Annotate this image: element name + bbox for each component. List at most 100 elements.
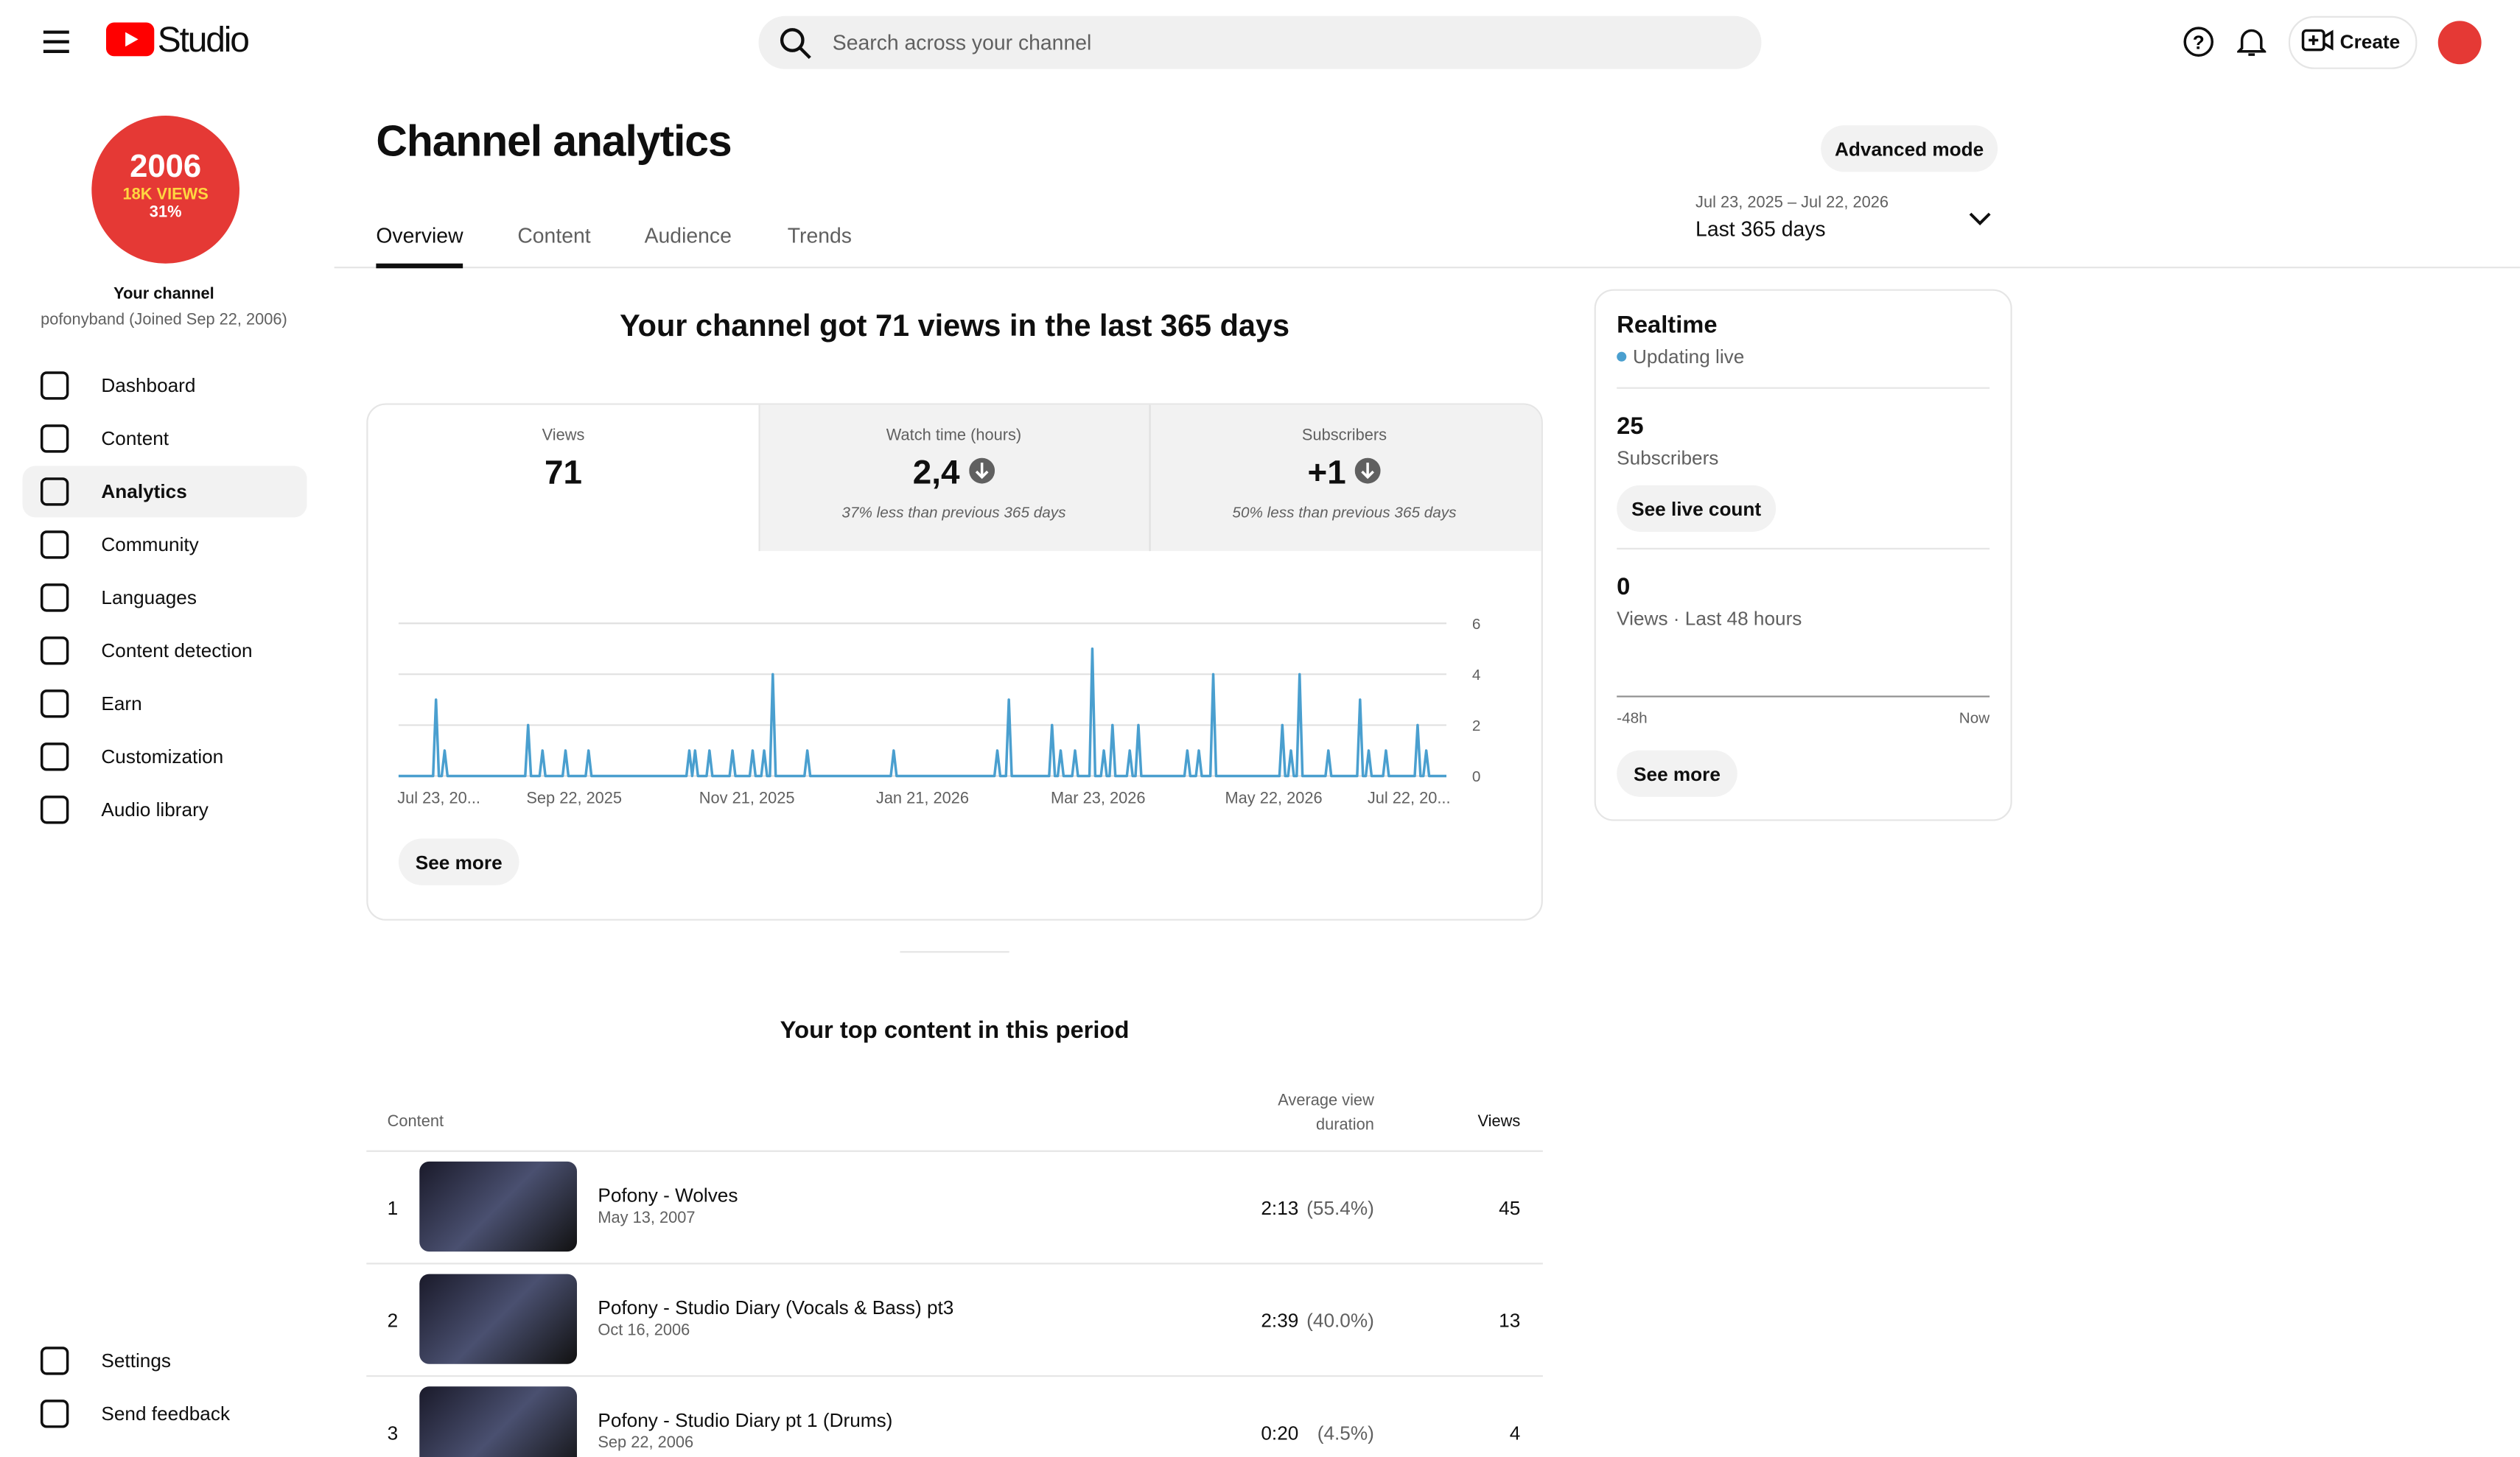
nav-label[interactable]: Earn <box>101 692 142 715</box>
nav-item[interactable]: Earn <box>23 678 307 729</box>
nav-label[interactable]: Audio library <box>101 798 209 821</box>
x-tick-label: Jul 22, 20... <box>1368 789 1451 807</box>
nav-item[interactable]: Dashboard <box>23 360 307 412</box>
create-label[interactable]: Create <box>2339 30 2401 53</box>
nav-icon <box>40 742 69 771</box>
see-more-button[interactable]: See more <box>398 838 519 885</box>
nav-label[interactable]: Settings <box>101 1349 171 1372</box>
nav-label[interactable]: Content detection <box>101 639 253 662</box>
metric-label[interactable]: Watch time (hours) <box>886 427 1022 446</box>
metric-label[interactable]: Subscribers <box>1301 427 1387 446</box>
menu-icon[interactable] <box>42 29 71 55</box>
help-icon[interactable]: ? <box>2183 26 2215 58</box>
svg-text:?: ? <box>2193 32 2205 54</box>
nav-item[interactable]: Send feedback <box>23 1388 307 1439</box>
nav-item[interactable]: Settings <box>23 1335 307 1386</box>
metric-label[interactable]: Views <box>542 427 585 446</box>
rank: 3 <box>387 1422 399 1444</box>
nav-icon <box>40 371 69 400</box>
metric-value[interactable]: 2,4 <box>758 454 1149 493</box>
duration-pct: (55.4%) <box>1306 1196 1374 1220</box>
metric-value-text: 2,4 <box>912 454 960 492</box>
logo-text[interactable]: Studio <box>157 19 250 60</box>
nav-item[interactable]: Community <box>23 519 307 570</box>
nav-item[interactable]: Audio library <box>23 784 307 835</box>
search-box[interactable] <box>758 15 1762 69</box>
x-tick-label: Mar 23, 2026 <box>1051 789 1145 807</box>
video-title[interactable]: Pofony - Wolves <box>598 1184 738 1207</box>
thumbnail[interactable] <box>419 1386 578 1457</box>
x-tick-label: Jan 21, 2026 <box>876 789 969 807</box>
realtime-title: Realtime <box>1617 312 1718 340</box>
realtime-see-more[interactable]: See more <box>1617 750 1737 797</box>
advanced-mode-button[interactable]: Advanced mode <box>1821 125 1998 172</box>
column-header: Content <box>387 1113 444 1131</box>
views: 4 <box>1509 1422 1521 1444</box>
column-header: Views <box>1477 1113 1521 1131</box>
realtime-subs: 25 <box>1617 412 1644 440</box>
nav-icon <box>40 583 69 612</box>
nav-label[interactable]: Community <box>101 533 199 556</box>
realtime-subs-label: Subscribers <box>1617 446 1719 469</box>
thumbnail[interactable] <box>419 1161 578 1252</box>
nav-label[interactable]: Content <box>101 427 169 450</box>
metric-divider <box>1149 404 1151 552</box>
live-count-button[interactable]: See live count <box>1617 485 1777 532</box>
table-row[interactable] <box>366 1375 1543 1457</box>
nav-label[interactable]: Languages <box>101 586 197 609</box>
nav-item[interactable]: Languages <box>23 572 307 623</box>
dropdown-icon[interactable] <box>1969 211 1992 227</box>
video-title[interactable]: Pofony - Studio Diary pt 1 (Drums) <box>598 1408 893 1432</box>
search-icon[interactable] <box>780 27 812 60</box>
tab[interactable]: Content <box>517 223 591 247</box>
metric-value-text: +1 <box>1307 454 1346 492</box>
create-button[interactable] <box>2288 15 2418 69</box>
account-avatar[interactable] <box>2437 21 2482 65</box>
nav-item[interactable]: Content detection <box>23 625 307 676</box>
table-row[interactable] <box>366 1263 1543 1377</box>
metric-note: 37% less than previous 365 days <box>841 504 1066 522</box>
duration: 0:20 <box>1261 1422 1299 1444</box>
realtime-axis <box>1617 695 1990 698</box>
avatar-year: 2006 <box>130 149 202 185</box>
views-line <box>398 647 1446 778</box>
tab[interactable]: Trends <box>787 223 852 247</box>
date-range[interactable]: Jul 23, 2025 – Jul 22, 2026 <box>1695 194 1889 212</box>
tabs-divider <box>334 267 2520 269</box>
rank: 1 <box>387 1196 399 1220</box>
tab[interactable]: Audience <box>644 223 732 247</box>
nav-label[interactable]: Dashboard <box>101 374 196 397</box>
down-icon <box>969 457 995 484</box>
metric-value[interactable]: 71 <box>544 454 582 492</box>
nav-label[interactable]: Send feedback <box>101 1402 231 1425</box>
nav-icon <box>40 796 69 824</box>
page-title: Channel analytics <box>376 117 732 166</box>
divider <box>1617 547 1990 550</box>
period[interactable]: Last 365 days <box>1695 217 1826 242</box>
table-row[interactable] <box>366 1150 1543 1265</box>
search-placeholder[interactable]: Search across your channel <box>832 30 1092 55</box>
live-dot <box>1617 351 1627 362</box>
bell-icon[interactable] <box>2237 26 2267 58</box>
nav-item[interactable]: Content <box>23 413 307 465</box>
nav-item[interactable]: Customization <box>23 731 307 782</box>
metric-value[interactable]: +1 <box>1149 454 1539 493</box>
nav-item[interactable]: Analytics <box>22 466 307 518</box>
nav-label[interactable]: Customization <box>101 745 224 768</box>
tab[interactable]: Overview <box>376 223 463 247</box>
channel-avatar[interactable]: 2006 18K VIEWS 31% <box>91 116 239 264</box>
column-header: Average view duration <box>1278 1092 1374 1134</box>
views-chart: 0 2 4 6 Jul 23, 20... Sep 22, 2025 Nov 21, 202… <box>397 616 1481 807</box>
y-tick-label: 4 <box>1472 667 1481 684</box>
duration: 2:39 <box>1261 1309 1299 1333</box>
thumbnail[interactable] <box>419 1274 578 1364</box>
create-icon[interactable] <box>2301 29 2334 52</box>
x-tick-label: Jul 23, 20... <box>397 789 480 807</box>
divider <box>900 951 1009 953</box>
nav-label[interactable]: Analytics <box>101 480 187 503</box>
video-title[interactable]: Pofony - Studio Diary (Vocals & Bass) pt… <box>598 1296 954 1319</box>
logo-icon[interactable] <box>105 22 155 57</box>
headline: Your channel got 71 views in the last 36… <box>620 309 1290 344</box>
divider <box>1617 387 1990 389</box>
